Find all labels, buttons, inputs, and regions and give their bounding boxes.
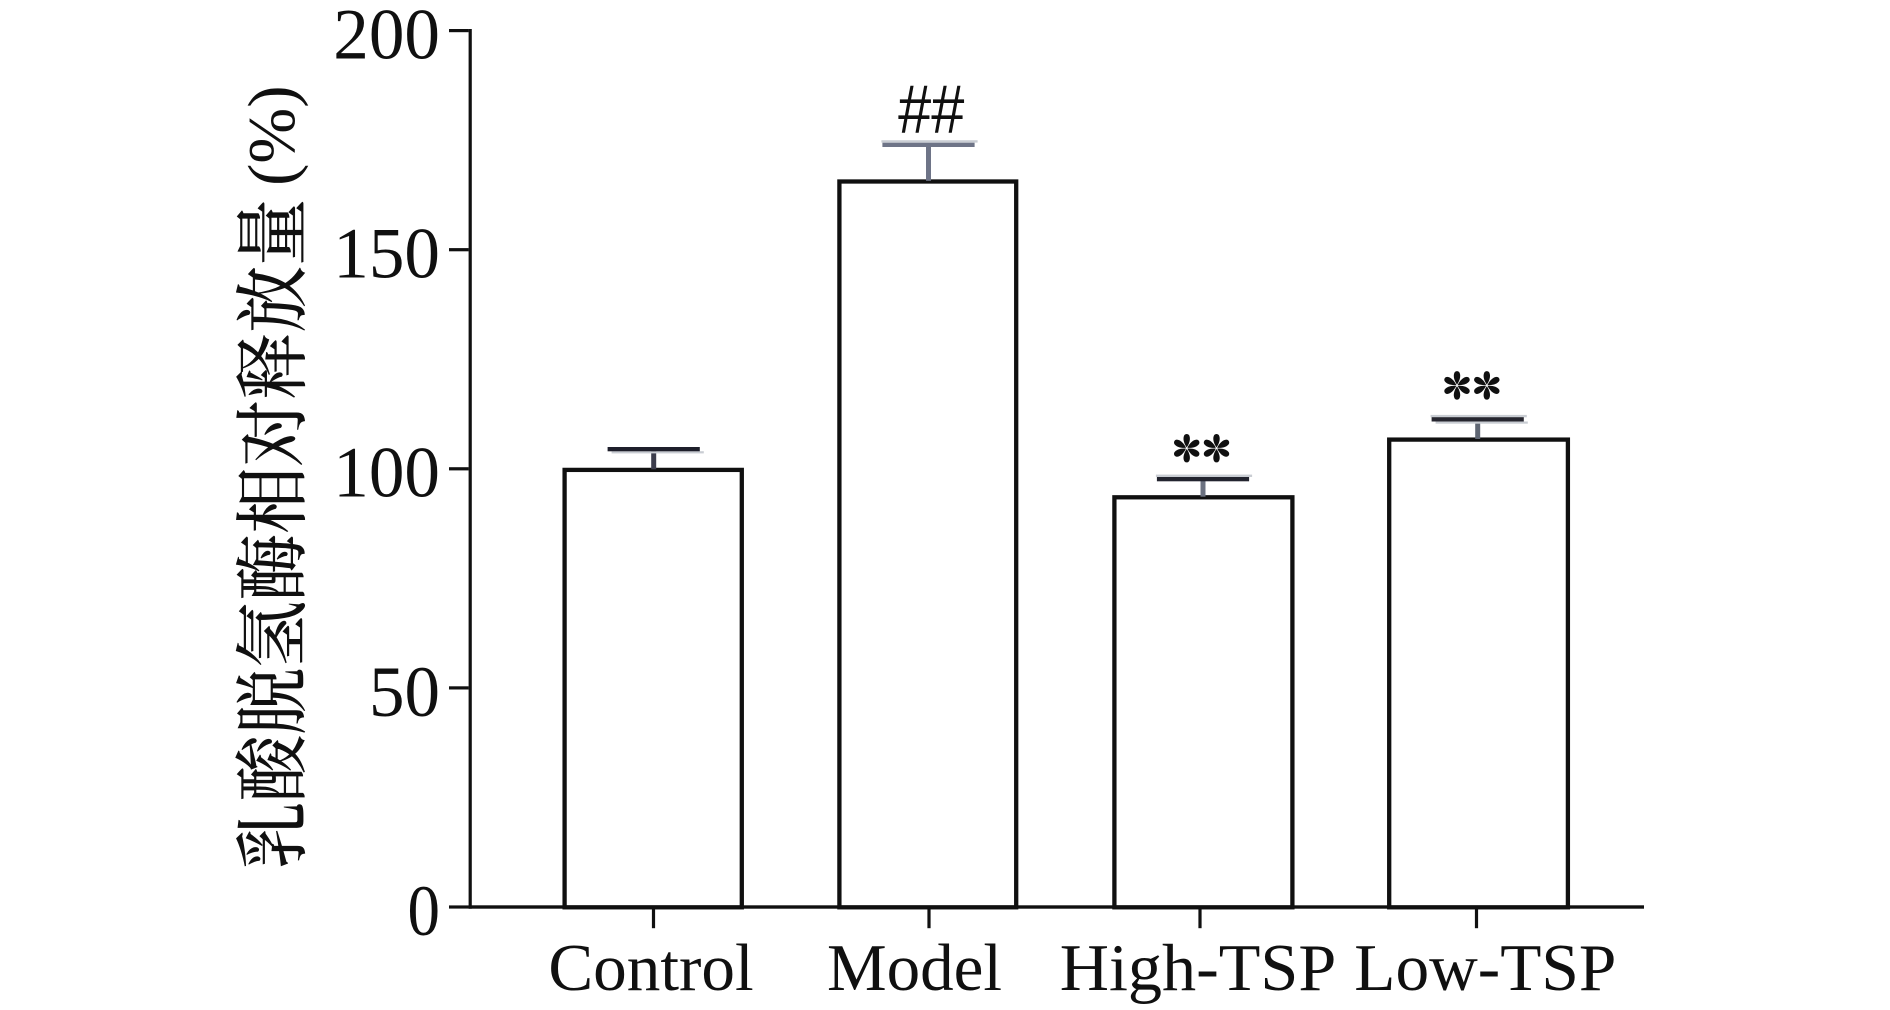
svg-text:Control: Control [548, 931, 753, 1005]
svg-text:##: ## [898, 70, 965, 147]
svg-text:200: 200 [333, 0, 440, 75]
svg-text:100: 100 [333, 432, 440, 513]
svg-text:50: 50 [369, 651, 440, 732]
svg-text:Low-TSP: Low-TSP [1354, 931, 1616, 1005]
svg-text:(%): (%) [235, 85, 309, 185]
svg-text:0: 0 [408, 870, 441, 951]
svg-text:High-TSP: High-TSP [1060, 931, 1337, 1005]
svg-text:150: 150 [333, 213, 440, 294]
svg-text:Model: Model [827, 931, 1002, 1005]
